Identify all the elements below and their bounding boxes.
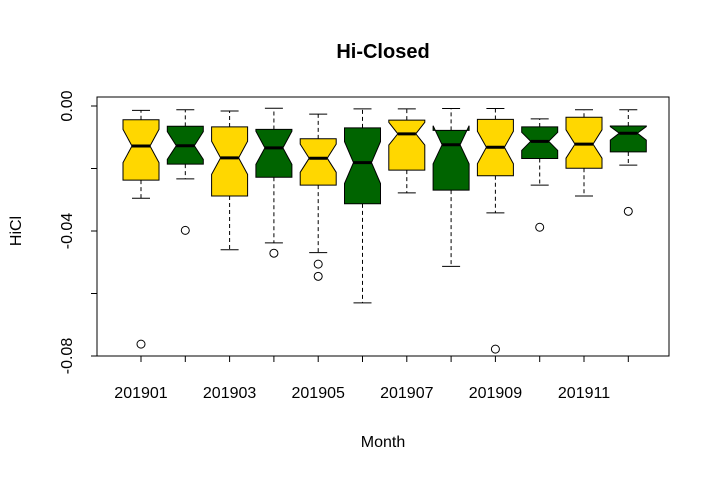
- outlier-point: [490, 344, 500, 354]
- chart-title: Hi-Closed: [336, 41, 429, 63]
- box-201911: [565, 109, 603, 197]
- box-201901: [122, 109, 160, 349]
- box-201908: [432, 108, 470, 267]
- y-tick-label: -0.08: [59, 338, 76, 375]
- notched-box: [299, 138, 337, 186]
- outlier-point: [313, 259, 323, 269]
- y-tick-label: -0.04: [59, 213, 76, 250]
- outlier-point: [623, 206, 633, 216]
- notched-box: [255, 128, 293, 178]
- outlier-point: [136, 339, 146, 349]
- notched-box: [609, 125, 647, 153]
- x-tick-label: 201905: [292, 385, 345, 402]
- box-201903: [211, 110, 249, 251]
- x-tick-label: 201907: [380, 385, 433, 402]
- box-201902: [166, 109, 204, 235]
- x-axis-label: Month: [361, 434, 405, 451]
- notched-box: [211, 126, 249, 197]
- notched-box: [388, 119, 426, 171]
- box-201905: [299, 113, 337, 281]
- box-201904: [255, 107, 293, 258]
- x-tick-label: 201901: [114, 385, 167, 402]
- box-201912: [609, 109, 647, 216]
- boxes-layer: [122, 107, 647, 354]
- outlier-point: [535, 222, 545, 232]
- box-201906: [344, 108, 381, 304]
- outlier-point: [180, 225, 190, 235]
- notched-box: [432, 125, 470, 191]
- x-tick-label: 201911: [558, 385, 610, 402]
- x-axis: 201901 201903 201905 201907 201909 201911: [114, 355, 629, 402]
- box-201907: [388, 108, 426, 194]
- box-201910: [521, 118, 559, 232]
- y-axis-label: HiCl: [8, 216, 25, 246]
- outlier-point: [313, 271, 323, 281]
- x-tick-label: 201909: [469, 385, 522, 402]
- y-axis: 0.00 -0.04 -0.08: [59, 90, 98, 375]
- notched-box: [122, 119, 160, 181]
- box-201909: [476, 108, 514, 354]
- notched-box: [344, 127, 381, 205]
- outlier-point: [269, 248, 279, 258]
- x-tick-label: 201903: [203, 385, 256, 402]
- y-tick-label: 0.00: [59, 90, 76, 121]
